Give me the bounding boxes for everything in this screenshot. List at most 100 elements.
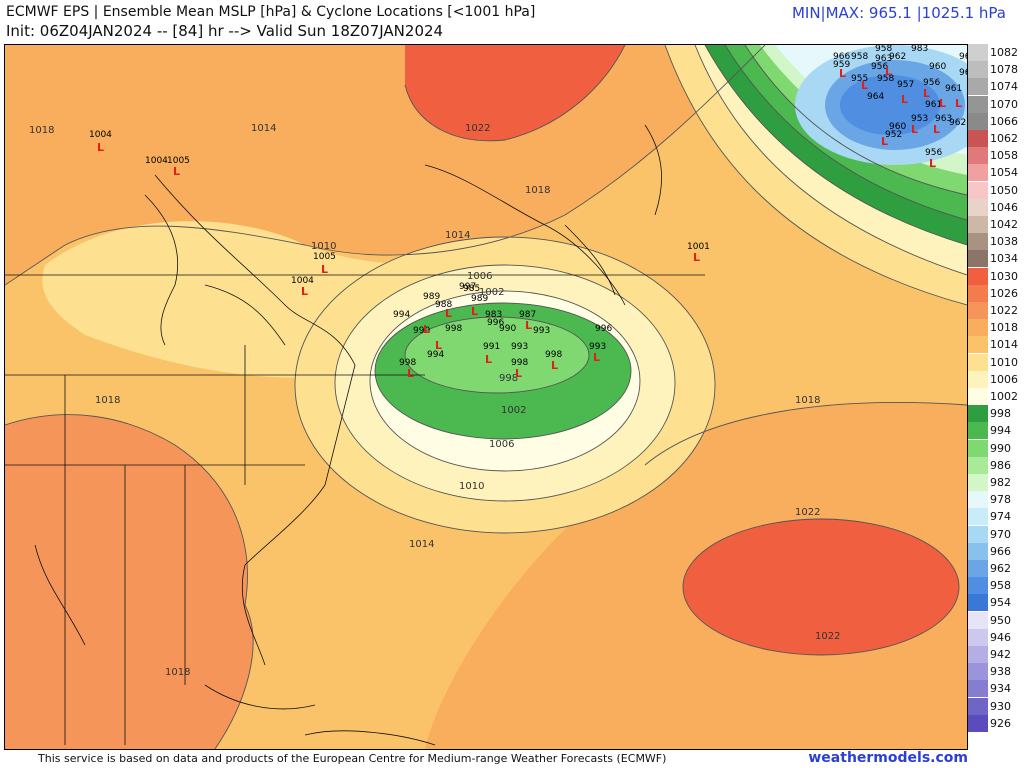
legend-label: 1078: [990, 63, 1018, 77]
legend-label: 970: [990, 527, 1011, 541]
legend-swatch: [968, 164, 988, 182]
legend-entry: 1050: [968, 181, 1024, 199]
legend-entry: 1066: [968, 112, 1024, 130]
legend-entry: 958: [968, 577, 1024, 595]
legend-entry: 990: [968, 439, 1024, 457]
svg-text:L: L: [551, 359, 558, 372]
svg-text:962: 962: [949, 118, 966, 128]
isobar-label: 1014: [409, 539, 434, 550]
svg-text:988: 988: [435, 300, 452, 310]
svg-text:990: 990: [413, 326, 430, 336]
svg-text:961: 961: [959, 52, 967, 62]
svg-text:L: L: [593, 351, 600, 364]
svg-text:998: 998: [511, 358, 528, 368]
svg-text:L: L: [923, 87, 930, 100]
isobar-label: 1006: [489, 439, 514, 450]
legend-swatch: [968, 663, 988, 681]
isobar-label: 1010: [311, 241, 336, 252]
legend-label: 978: [990, 493, 1011, 507]
svg-text:957: 957: [897, 80, 914, 90]
legend-swatch: [968, 267, 988, 285]
svg-text:998: 998: [445, 324, 462, 334]
legend-entry: 930: [968, 697, 1024, 715]
svg-text:L: L: [885, 65, 892, 78]
chart-subtitle: Init: 06Z04JAN2024 -- [84] hr --> Valid …: [6, 22, 444, 40]
isobar-label: 1002: [479, 287, 504, 298]
svg-text:L: L: [881, 135, 888, 148]
legend-swatch: [968, 422, 988, 440]
svg-text:994: 994: [393, 310, 410, 320]
legend-label: 1066: [990, 114, 1018, 128]
legend-entry: 970: [968, 525, 1024, 543]
legend-label: 938: [990, 665, 1011, 679]
svg-text:L: L: [955, 97, 962, 110]
svg-text:955: 955: [851, 74, 868, 84]
svg-text:983: 983: [485, 310, 502, 320]
legend-label: 974: [990, 510, 1011, 524]
legend-label: 982: [990, 476, 1011, 489]
isobar-label: 1014: [445, 230, 470, 241]
svg-text:L: L: [445, 307, 452, 320]
cyclone-value: 1005: [313, 252, 336, 262]
svg-text:963: 963: [935, 114, 952, 124]
legend-label: 1038: [990, 235, 1018, 249]
legend-label: 926: [990, 716, 1011, 730]
legend-entry: 994: [968, 422, 1024, 440]
svg-text:961: 961: [945, 84, 962, 94]
legend-label: 962: [990, 562, 1011, 575]
isobar-label: 1018: [795, 395, 820, 406]
low-marker: L: [693, 251, 700, 264]
svg-text:996: 996: [487, 318, 504, 328]
svg-text:958: 958: [875, 45, 892, 54]
svg-text:989: 989: [471, 294, 488, 304]
svg-text:960: 960: [929, 62, 946, 72]
legend-label: 1018: [990, 321, 1018, 335]
field-1022-east: [683, 519, 959, 655]
isobar-lines: [5, 45, 967, 749]
low-marker: L: [97, 141, 104, 154]
svg-text:963: 963: [875, 54, 892, 64]
svg-text:L: L: [839, 67, 846, 80]
svg-text:958: 958: [851, 52, 868, 62]
main-low-cluster: 997 985 989 989 988 983 987 994 996 990 …: [393, 282, 612, 380]
legend-entry: 946: [968, 628, 1024, 646]
legend-swatch: [968, 508, 988, 526]
legend-label: 1082: [990, 46, 1018, 59]
svg-text:996: 996: [595, 324, 612, 334]
legend-label: 950: [990, 613, 1011, 627]
legend-label: 1046: [990, 200, 1018, 214]
legend-label: 994: [990, 424, 1011, 438]
isobar-label-group: 1018 1014 1022 1018 1010 1014 1006 1002 …: [29, 123, 840, 678]
legend-swatch: [968, 628, 988, 646]
svg-text:990: 990: [499, 324, 516, 334]
legend-entry: 1074: [968, 78, 1024, 96]
legend-entry: 1062: [968, 130, 1024, 147]
svg-text:L: L: [525, 319, 532, 332]
ne-low-cluster: 966 958 958 959 963 962 983 961 963 955 …: [833, 45, 967, 170]
legend-entry: 982: [968, 474, 1024, 491]
legend-entry: 1082: [968, 44, 1024, 61]
legend-swatch: [968, 233, 988, 251]
legend-label: 946: [990, 630, 1011, 644]
legend-entry: 974: [968, 508, 1024, 526]
brand-link[interactable]: weathermodels.com: [808, 750, 968, 766]
legend-label: 1010: [990, 355, 1018, 369]
isobar-label: 1014: [251, 123, 276, 134]
legend-label: 1054: [990, 166, 1018, 180]
isobar-label: 1022: [465, 123, 490, 134]
svg-text:958: 958: [877, 74, 894, 84]
legend-swatch: [968, 646, 988, 663]
legend-entry: 1038: [968, 233, 1024, 251]
legend-entry: 1042: [968, 216, 1024, 233]
legend-entry: 966: [968, 542, 1024, 560]
legend-label: 942: [990, 648, 1011, 661]
legend-swatch: [968, 112, 988, 130]
svg-text:956: 956: [923, 78, 940, 88]
legend-label: 1002: [990, 390, 1018, 403]
legend-swatch: [968, 439, 988, 457]
legend-entry: 978: [968, 491, 1024, 509]
legend-swatch: [968, 61, 988, 79]
legend-entry: 1058: [968, 147, 1024, 165]
field-1022-north: [405, 45, 625, 141]
legend-entry: 926: [968, 714, 1024, 732]
